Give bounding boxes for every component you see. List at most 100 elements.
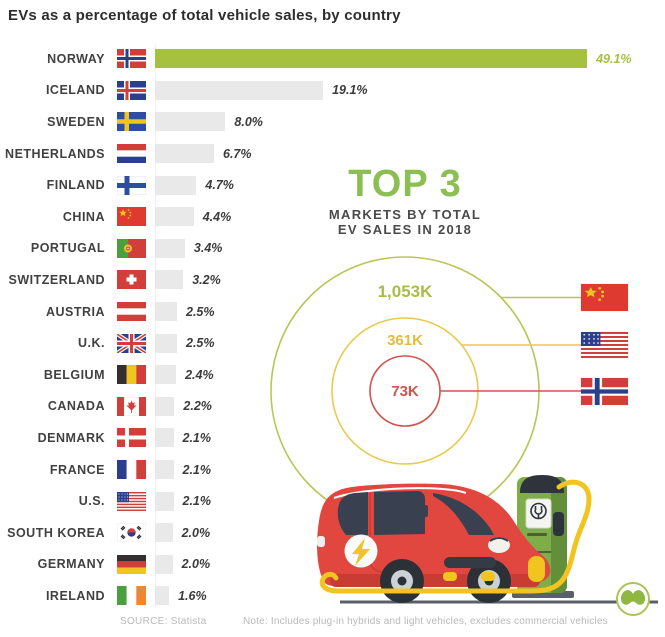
percentage-bar bbox=[155, 523, 173, 543]
country-label: BELGIUM bbox=[43, 367, 105, 382]
percentage-value-label: 19.1% bbox=[332, 83, 368, 98]
country-label: SOUTH KOREA bbox=[7, 525, 105, 540]
ev-charging-illustration bbox=[317, 475, 658, 616]
us-flag-icon bbox=[117, 491, 146, 511]
france-flag-icon bbox=[117, 460, 146, 480]
percentage-bar bbox=[155, 112, 226, 132]
plug-icon bbox=[530, 502, 547, 520]
country-row: CANADA 2.2% bbox=[0, 391, 665, 423]
percentage-bar bbox=[155, 144, 214, 164]
top3-subtitle-line2: EV SALES IN 2018 bbox=[337, 221, 473, 237]
percentage-bar bbox=[155, 365, 177, 385]
ring-value-norway: 73K bbox=[391, 383, 419, 400]
page-title: EVs as a percentage of total vehicle sal… bbox=[8, 7, 401, 24]
country-label: FRANCE bbox=[49, 462, 105, 477]
percentage-value-label: 1.6% bbox=[178, 588, 207, 603]
ring-value-china: 1,053K bbox=[377, 282, 433, 301]
lightning-bolt-icon bbox=[352, 538, 370, 566]
china-flag-icon bbox=[581, 284, 628, 311]
percentage-value-label: 4.7% bbox=[205, 178, 234, 193]
country-row: ICELAND 19.1% bbox=[0, 75, 665, 107]
percentage-value-label: 2.1% bbox=[182, 462, 212, 477]
denmark-flag-icon bbox=[117, 428, 146, 448]
belgium-flag-icon bbox=[117, 365, 146, 385]
country-label: PORTUGAL bbox=[30, 241, 105, 256]
germany-flag-icon bbox=[117, 554, 146, 574]
percentage-bar bbox=[155, 302, 177, 322]
ireland-flag-icon bbox=[117, 586, 146, 606]
percentage-bar bbox=[155, 238, 185, 258]
country-label: AUSTRIA bbox=[45, 304, 105, 319]
country-label: NETHERLANDS bbox=[5, 146, 105, 161]
top3-subtitle: MARKETS BY TOTAL EV SALES IN 2018 bbox=[305, 207, 505, 238]
country-row: U.S. 2.1% bbox=[0, 485, 665, 517]
country-row: IRELAND 1.6% bbox=[0, 580, 665, 612]
country-label: IRELAND bbox=[45, 588, 105, 603]
percentage-value-label: 8.0% bbox=[234, 114, 263, 129]
percentage-bar bbox=[155, 460, 174, 480]
country-label: GERMANY bbox=[37, 557, 105, 572]
percentage-value-label: 2.1% bbox=[182, 494, 212, 509]
footnote: Note: Includes plug-in hybrids and light… bbox=[243, 616, 608, 627]
top3-rings-chart bbox=[270, 256, 581, 526]
percentage-value-label: 3.2% bbox=[192, 272, 221, 287]
top3-title: TOP 3 bbox=[348, 163, 462, 205]
ev-car-illustration bbox=[317, 483, 551, 603]
country-row: AUSTRIA 2.5% bbox=[0, 296, 665, 328]
percentage-value-label: 2.0% bbox=[181, 557, 211, 572]
percentage-bar bbox=[155, 428, 174, 448]
country-row: FRANCE 2.1% bbox=[0, 454, 665, 486]
austria-flag-icon bbox=[117, 302, 146, 322]
finland-flag-icon bbox=[117, 175, 146, 195]
percentage-bar bbox=[155, 80, 324, 100]
percentage-bar bbox=[155, 207, 194, 227]
top3-heading-block: TOP 3 MARKETS BY TOTAL EV SALES IN 2018 bbox=[305, 165, 505, 238]
percentage-value-label: 49.1% bbox=[596, 51, 632, 66]
country-label: DENMARK bbox=[37, 430, 105, 445]
country-label: U.S. bbox=[78, 494, 105, 509]
country-row: CHINA 4.4% bbox=[0, 201, 665, 233]
country-row: SWITZERLAND 3.2% bbox=[0, 264, 665, 296]
china-flag-icon bbox=[117, 207, 146, 227]
country-label: NORWAY bbox=[47, 51, 105, 66]
canada-flag-icon bbox=[117, 396, 146, 416]
uk-flag-icon bbox=[117, 333, 146, 353]
iceland-flag-icon bbox=[117, 80, 146, 100]
country-row: NORWAY 49.1% bbox=[0, 43, 665, 75]
percentage-value-label: 2.5% bbox=[186, 336, 215, 351]
source-credit: SOURCE: Statista bbox=[120, 616, 207, 627]
country-label: SWITZERLAND bbox=[8, 272, 105, 287]
percentage-value-label: 3.4% bbox=[193, 241, 223, 256]
country-label: U.K. bbox=[78, 336, 105, 351]
percentage-bar bbox=[155, 586, 170, 606]
percentage-value-label: 6.7% bbox=[223, 146, 252, 161]
country-bar-list: NORWAY 49.1% ICELAND 19.1% SWEDEN 8.0% NETHERL… bbox=[0, 43, 665, 612]
percentage-bar bbox=[155, 396, 175, 416]
top3-subtitle-line1: MARKETS BY TOTAL bbox=[328, 207, 482, 222]
sweden-flag-icon bbox=[117, 112, 146, 132]
us-flag-icon bbox=[581, 332, 628, 358]
percentage-bar bbox=[155, 554, 173, 574]
norway-flag-icon bbox=[581, 378, 628, 405]
country-label: CHINA bbox=[62, 209, 105, 224]
country-row: GERMANY 2.0% bbox=[0, 549, 665, 581]
percentage-bar bbox=[155, 270, 184, 290]
norway-flag-icon bbox=[117, 49, 146, 69]
country-row: BELGIUM 2.4% bbox=[0, 359, 665, 391]
percentage-bar bbox=[155, 333, 177, 353]
percentage-value-label: 2.0% bbox=[181, 525, 211, 540]
percentage-bar bbox=[155, 175, 197, 195]
country-row: PORTUGAL 3.4% bbox=[0, 233, 665, 265]
percentage-value-label: 2.2% bbox=[183, 399, 212, 414]
south-korea-flag-icon bbox=[117, 523, 146, 543]
percentage-value-label: 2.4% bbox=[185, 367, 214, 382]
ring-value-us: 361K bbox=[387, 332, 423, 349]
percentage-value-label: 2.1% bbox=[182, 430, 212, 445]
country-row: DENMARK 2.1% bbox=[0, 422, 665, 454]
country-row: SOUTH KOREA 2.0% bbox=[0, 517, 665, 549]
percentage-value-label: 2.5% bbox=[186, 304, 215, 319]
country-row: NETHERLANDS 6.7% bbox=[0, 138, 665, 170]
charging-cable bbox=[319, 479, 592, 594]
country-label: FINLAND bbox=[46, 178, 105, 193]
